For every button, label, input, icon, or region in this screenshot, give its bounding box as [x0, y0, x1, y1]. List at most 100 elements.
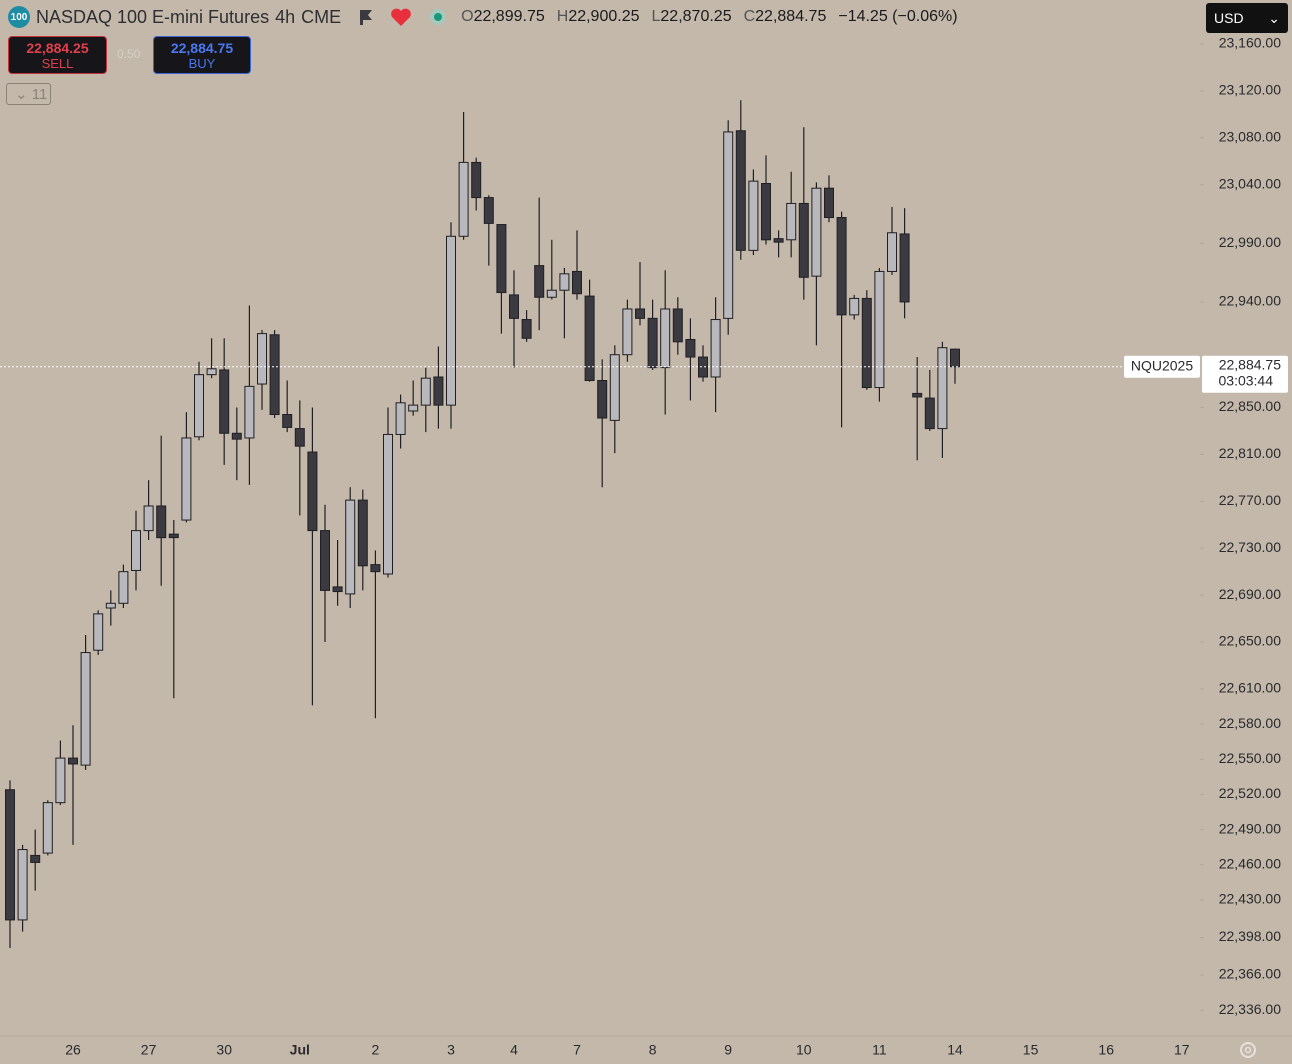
- x-tick-label: Jul: [290, 1042, 310, 1058]
- candle-body: [307, 451, 318, 532]
- candle-body: [42, 802, 53, 854]
- y-tick-label: 22,430.00: [1219, 891, 1281, 907]
- y-tick-label: 22,366.00: [1219, 966, 1281, 982]
- y-tick-label: 22,850.00: [1219, 398, 1281, 414]
- ohlc-low: L22,870.25: [651, 8, 732, 25]
- candle-body: [584, 295, 595, 382]
- candle-body: [219, 369, 230, 434]
- heart-icon[interactable]: [389, 6, 413, 28]
- candle-body: [710, 319, 721, 378]
- y-tick-label: 22,398.00: [1219, 928, 1281, 944]
- candle-body: [383, 433, 393, 575]
- y-tick-label: 22,550.00: [1219, 750, 1281, 766]
- x-tick-label: 9: [724, 1042, 732, 1058]
- x-tick-label: 4: [510, 1042, 518, 1058]
- title[interactable]: NASDAQ 100 E-mini Futures: [36, 6, 270, 27]
- y-tick-label: 22,810.00: [1219, 445, 1281, 461]
- spread: 0.50: [117, 47, 141, 61]
- buy-button[interactable]: 22,884.75 BUY: [153, 36, 251, 74]
- candle-body: [609, 354, 620, 421]
- candle-body: [231, 432, 242, 440]
- y-tick-label: 23,040.00: [1219, 175, 1281, 191]
- indicators-toggle[interactable]: ⌄ 11: [6, 83, 51, 105]
- candle-body: [559, 273, 570, 291]
- candle-body: [861, 297, 872, 389]
- buy-price: 22,884.75: [170, 40, 234, 56]
- candle-body: [420, 377, 431, 406]
- candle-body: [950, 348, 960, 368]
- ohlc-change: −14.25 (−0.06%): [838, 8, 958, 25]
- candle-body: [408, 404, 419, 412]
- x-tick-label: 15: [1023, 1042, 1039, 1058]
- settings-icon[interactable]: [1238, 1040, 1258, 1060]
- candle-body: [887, 232, 897, 272]
- candle-body: [446, 235, 456, 406]
- candle-body: [80, 652, 91, 766]
- candle-body: [496, 224, 507, 294]
- x-tick-label: 16: [1098, 1042, 1114, 1058]
- candle-body: [698, 356, 708, 378]
- y-tick-label: 22,610.00: [1219, 680, 1281, 696]
- x-tick-label: 10: [796, 1042, 812, 1058]
- candle-body: [912, 392, 923, 398]
- candle-body: [546, 289, 557, 298]
- candle-body: [534, 265, 545, 298]
- candle-body: [332, 586, 343, 593]
- candle-body: [748, 180, 759, 251]
- y-tick-label: 23,160.00: [1219, 35, 1281, 51]
- y-tick-label: 22,336.00: [1219, 1001, 1281, 1017]
- candle-body: [773, 238, 784, 243]
- x-tick-label: 8: [649, 1042, 657, 1058]
- candle-body: [143, 505, 154, 532]
- countdown: 03:03:44: [1219, 372, 1274, 388]
- x-tick-label: 2: [372, 1042, 380, 1058]
- x-tick-label: 30: [216, 1042, 232, 1058]
- candle-body: [786, 202, 797, 241]
- y-tick-label: 22,520.00: [1219, 785, 1281, 801]
- y-tick-label: 22,460.00: [1219, 856, 1281, 872]
- currency-select[interactable]: USD ⌄: [1206, 3, 1288, 33]
- candle-body: [521, 319, 532, 339]
- header: 100 NASDAQ 100 E-mini Futures 4h CME O22…: [8, 5, 964, 29]
- candle-body: [572, 270, 582, 295]
- candle-body: [93, 613, 104, 651]
- sell-label: SELL: [41, 56, 74, 71]
- y-tick-label: 23,080.00: [1219, 128, 1281, 144]
- x-tick-label: 11: [872, 1042, 887, 1058]
- candle-body: [874, 270, 885, 389]
- candle-body: [433, 376, 444, 406]
- candle-body: [320, 530, 330, 591]
- candle-body: [30, 854, 41, 863]
- candle-body: [899, 233, 910, 303]
- flag-icon[interactable]: [357, 8, 375, 26]
- price-label-box: [1202, 355, 1288, 393]
- indicators-count: 11: [31, 86, 48, 103]
- x-tick-label: 17: [1174, 1042, 1190, 1058]
- candle-body: [370, 564, 381, 573]
- candle-body: [647, 317, 658, 369]
- sell-button[interactable]: 22,884.25 SELL: [8, 36, 107, 74]
- candle-body: [257, 333, 267, 385]
- x-tick-label: 3: [447, 1042, 455, 1058]
- y-tick-label: 22,770.00: [1219, 492, 1281, 508]
- buy-label: BUY: [188, 56, 216, 71]
- candle-body: [68, 757, 78, 765]
- candle-body: [156, 505, 167, 539]
- interval[interactable]: 4h: [275, 6, 296, 27]
- y-tick-label: 22,730.00: [1219, 539, 1281, 555]
- candle-body: [194, 374, 204, 438]
- candle-body: [105, 602, 116, 609]
- symbol-icon: 100: [8, 6, 30, 28]
- candle-body: [798, 202, 809, 278]
- candle-body: [357, 499, 368, 567]
- y-tick-label: 22,990.00: [1219, 234, 1281, 250]
- candle-body: [672, 308, 683, 343]
- y-tick-label: 22,490.00: [1219, 820, 1281, 836]
- candle-body: [458, 161, 469, 237]
- price-label: 22,884.75: [1219, 356, 1281, 372]
- candle-body: [635, 308, 645, 319]
- y-tick-label: 23,120.00: [1219, 82, 1281, 98]
- candle-body: [924, 397, 935, 430]
- candle-body: [395, 402, 406, 435]
